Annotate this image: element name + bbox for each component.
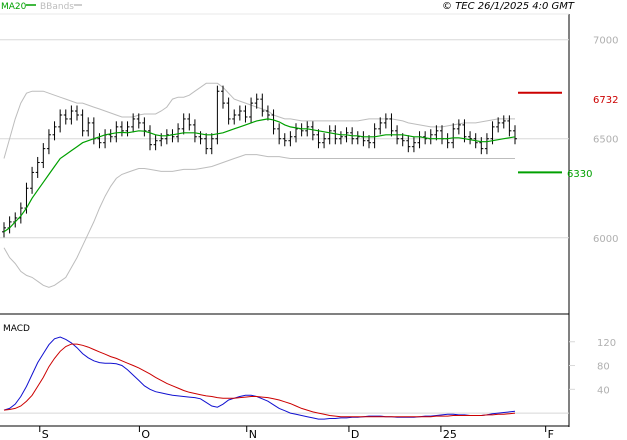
macd-line [3,336,516,420]
ma20-legend-label: MA20 [1,2,27,12]
macd-lines [3,336,516,420]
macd-y-tick-label: 80 [597,362,610,373]
ma20-line-path [3,118,516,233]
copyright-text: © TEC 26/1/2025 4:0 GMT [442,1,575,12]
macd-panel-title: MACD [3,324,30,334]
macd-y-tick-label: 120 [597,338,616,349]
price-bars [2,85,517,238]
x-tick-label: D [351,428,359,440]
price-y-tick-label: 6000 [593,234,618,245]
x-tick-label: F [548,428,554,440]
bollinger-bands [3,82,515,288]
x-tick-labels: S O N D 25 F [39,426,554,440]
signal-line [3,343,516,418]
x-tick-label: S [42,428,49,440]
price-levels [518,91,562,174]
bbands-legend-label: BBands [40,2,74,12]
price-y-tick-label: 7000 [593,36,618,47]
bb-upper-line [3,82,515,159]
x-tick-label: N [249,428,257,440]
x-tick-label: 25 [443,428,457,440]
ma20-line [3,118,516,233]
chart-frame [0,13,570,427]
legend: MA20 BBands [1,2,82,12]
grid [0,39,575,414]
support-label: 6330 [567,169,592,180]
price-y-tick-label: 6500 [593,135,618,146]
resistance-label: 6732 [593,95,618,106]
bb-lower-line [3,154,515,288]
y-tick-labels: 7000 6500 6000 120 80 40 [593,36,618,397]
macd-y-tick-label: 40 [597,385,610,396]
x-tick-label: O [141,428,150,440]
